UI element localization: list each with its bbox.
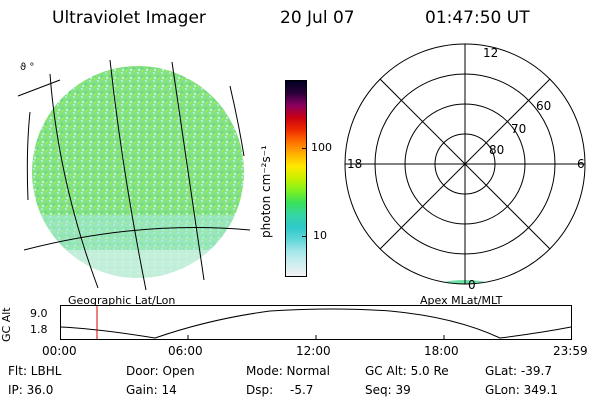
status-filter: Flt: LBHL bbox=[8, 364, 62, 378]
status-gain: Gain: 14 bbox=[126, 383, 177, 397]
polar-label-18: 18 bbox=[347, 157, 362, 171]
date-label: 20 Jul 07 bbox=[280, 8, 355, 28]
status-glat: GLat: -39.7 bbox=[485, 364, 552, 378]
status-gc-alt: GC Alt: 5.0 Re bbox=[365, 364, 449, 378]
gc-altitude-curve bbox=[60, 308, 572, 339]
gc-altitude-plot bbox=[60, 305, 572, 340]
gc-xtick-0600: 06:00 bbox=[168, 344, 203, 358]
orientation-mark-icon: ϑ ° bbox=[20, 62, 34, 73]
colorbar-tick-100: 100 bbox=[311, 141, 332, 154]
polar-label-12: 12 bbox=[483, 46, 498, 60]
colorbar-tick-mark bbox=[302, 148, 306, 149]
apex-caption: Apex MLat/MLT bbox=[420, 294, 503, 307]
polar-ring-label-70: 70 bbox=[511, 122, 526, 136]
polar-ring-label-60: 60 bbox=[536, 99, 551, 113]
polar-label-6: 6 bbox=[577, 157, 585, 171]
status-door: Door: Open bbox=[126, 364, 195, 378]
gc-xtick-1200: 12:00 bbox=[296, 344, 331, 358]
instrument-title: Ultraviolet Imager bbox=[52, 8, 206, 28]
gc-xtick-1800: 18:00 bbox=[424, 344, 459, 358]
colorbar-tick-mark bbox=[302, 236, 306, 237]
gc-plot-ylabel: GC Alt bbox=[0, 307, 13, 342]
colorbar bbox=[285, 80, 307, 277]
gc-xtick-0000: 00:00 bbox=[42, 344, 77, 358]
status-glon: GLon: 349.1 bbox=[485, 383, 558, 397]
colorbar-unit-label: photon cm⁻²s⁻¹ bbox=[259, 145, 273, 238]
status-dsp-value: -5.7 bbox=[290, 383, 314, 397]
geographic-image: ϑ ° bbox=[17, 59, 251, 291]
colorbar-tick-10: 10 bbox=[313, 229, 327, 242]
geographic-caption: Geographic Lat/Lon bbox=[68, 294, 176, 307]
status-dsp-label: Dsp: bbox=[246, 383, 274, 397]
status-mode: Mode: Normal bbox=[246, 364, 330, 378]
status-ip: IP: 36.0 bbox=[8, 383, 54, 397]
gc-ytick-1-8: 1.8 bbox=[30, 323, 48, 336]
gc-xtick-2359: 23:59 bbox=[553, 344, 588, 358]
polar-ring-label-80: 80 bbox=[489, 143, 504, 157]
lat-lon-grid bbox=[17, 59, 251, 291]
apex-polar-plot: 12 18 6 0 60 70 80 bbox=[344, 43, 586, 292]
gc-ytick-9: 9.0 bbox=[30, 307, 48, 320]
time-label: 01:47:50 UT bbox=[425, 8, 530, 28]
status-seq: Seq: 39 bbox=[365, 383, 411, 397]
polar-label-0: 0 bbox=[468, 278, 476, 292]
